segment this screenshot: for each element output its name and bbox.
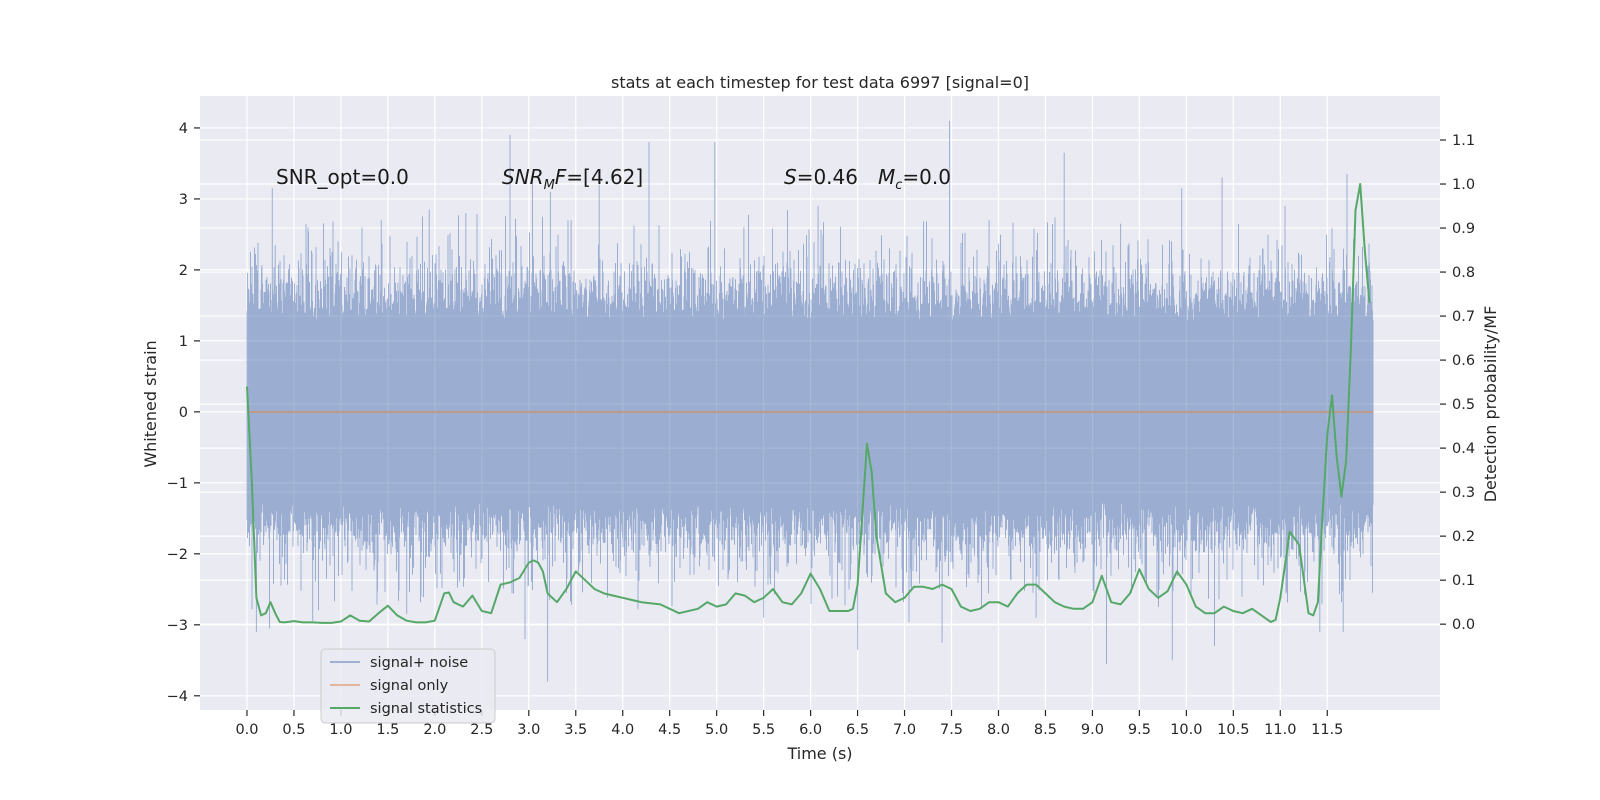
y2-tick-label-2: 0.9	[1452, 221, 1475, 237]
x-tick-label-1: 0.5	[282, 722, 305, 738]
x-tick-label-4: 2.0	[423, 722, 446, 738]
y-axis-right: 1.1 1.0 0.9 0.8 0.7 0.6 0.5 0.4 0.3 0.2 0.1 0.0	[1440, 133, 1475, 633]
x-tick-label-20: 10.0	[1170, 722, 1202, 738]
x-tick-label-21: 10.5	[1217, 722, 1249, 738]
signal-statistics-line	[246, 183, 1371, 624]
x-tick-label-12: 6.0	[799, 722, 822, 738]
x-tick-label-15: 7.5	[940, 722, 963, 738]
chart-title: stats at each timestep for test data 699…	[611, 73, 1029, 92]
signal-statistics-series	[246, 183, 1371, 624]
x-axis-label: Time (s)	[786, 744, 852, 763]
y2-tick-label-10: 0.1	[1452, 573, 1475, 589]
annotation-mc: Mc=0.0	[878, 165, 951, 193]
y-tick-label-0: 4	[179, 121, 188, 137]
y-axis-left: 4 3 2 1 0 −1 −2 −3 −4	[167, 121, 200, 705]
x-tick-label-7: 3.5	[564, 722, 587, 738]
legend-label-signal-noise: signal+ noise	[370, 655, 468, 671]
annotation-snr-mf-value: =[4.62]	[566, 165, 643, 189]
x-tick-label-3: 1.5	[376, 722, 399, 738]
y-tick-label-6: −2	[167, 547, 188, 563]
x-axis: 0.0 0.5 1.0 1.5 2.0 2.5 3.0 3.5 4.0 4.5 5.0 5.5 6.0 6…	[235, 710, 1343, 738]
legend-box	[320, 648, 496, 724]
x-tick-label-14: 7.0	[893, 722, 916, 738]
y2-axis-label: Detection probability/MF	[1481, 306, 1500, 503]
annotation-s-value: =0.46	[797, 165, 858, 189]
y-tick-label-5: −1	[167, 476, 188, 492]
annotation-mc-symbol: M	[878, 165, 895, 189]
y2-tick-label-6: 0.5	[1452, 397, 1475, 413]
x-tick-label-11: 5.5	[752, 722, 775, 738]
x-tick-label-9: 4.5	[658, 722, 681, 738]
x-tick-label-2: 1.0	[329, 722, 352, 738]
x-tick-label-18: 9.0	[1081, 722, 1104, 738]
y2-tick-label-7: 0.4	[1452, 441, 1475, 457]
legend-label-signal-only: signal only	[370, 678, 449, 694]
x-tick-label-0: 0.0	[235, 722, 258, 738]
y2-tick-label-1: 1.0	[1452, 177, 1475, 193]
y-tick-label-3: 1	[179, 334, 188, 350]
annotation-snr-opt: SNR_opt=0.0	[276, 165, 409, 189]
y2-tick-label-4: 0.7	[1452, 309, 1475, 325]
y2-tick-label-0: 1.1	[1452, 133, 1475, 149]
x-tick-label-8: 4.0	[611, 722, 634, 738]
signal-noise-line	[246, 120, 1374, 682]
y-tick-label-7: −3	[167, 618, 188, 634]
x-tick-label-5: 2.5	[470, 722, 493, 738]
y2-tick-label-5: 0.6	[1452, 353, 1475, 369]
annotation-snr-mf-subscript: M	[544, 178, 555, 193]
legend: signal+ noise signal only signal statist…	[320, 648, 496, 724]
y-axis-label: Whitened strain	[141, 340, 160, 467]
x-tick-label-16: 8.0	[987, 722, 1010, 738]
annotation-s-symbol: S	[784, 165, 797, 189]
x-tick-label-22: 11.0	[1264, 722, 1296, 738]
annotation-snr-mf: SNRMF=[4.62]	[502, 165, 643, 193]
annotation-mc-value: =0.0	[902, 165, 951, 189]
y-tick-label-2: 2	[179, 263, 188, 279]
annotation-s: S=0.46	[784, 165, 858, 189]
y2-tick-label-8: 0.3	[1452, 485, 1475, 501]
x-tick-label-10: 5.0	[705, 722, 728, 738]
y-tick-label-8: −4	[167, 689, 188, 705]
x-tick-label-17: 8.5	[1034, 722, 1057, 738]
x-tick-label-19: 9.5	[1128, 722, 1151, 738]
legend-label-signal-statistics: signal statistics	[370, 701, 482, 717]
annotation-snr-mf-f: F	[555, 165, 567, 189]
y2-tick-label-11: 0.0	[1452, 617, 1475, 633]
y-tick-label-4: 0	[179, 405, 188, 421]
signal-noise-series	[246, 120, 1374, 682]
x-tick-label-6: 3.0	[517, 722, 540, 738]
x-tick-label-23: 11.5	[1311, 722, 1343, 738]
y-tick-label-1: 3	[179, 192, 188, 208]
x-tick-label-13: 6.5	[846, 722, 869, 738]
annotation-snr-mf-symbol: SNR	[502, 165, 544, 189]
annotation-mc-subscript: c	[895, 178, 902, 193]
y2-tick-label-9: 0.2	[1452, 529, 1475, 545]
y2-tick-label-3: 0.8	[1452, 265, 1475, 281]
